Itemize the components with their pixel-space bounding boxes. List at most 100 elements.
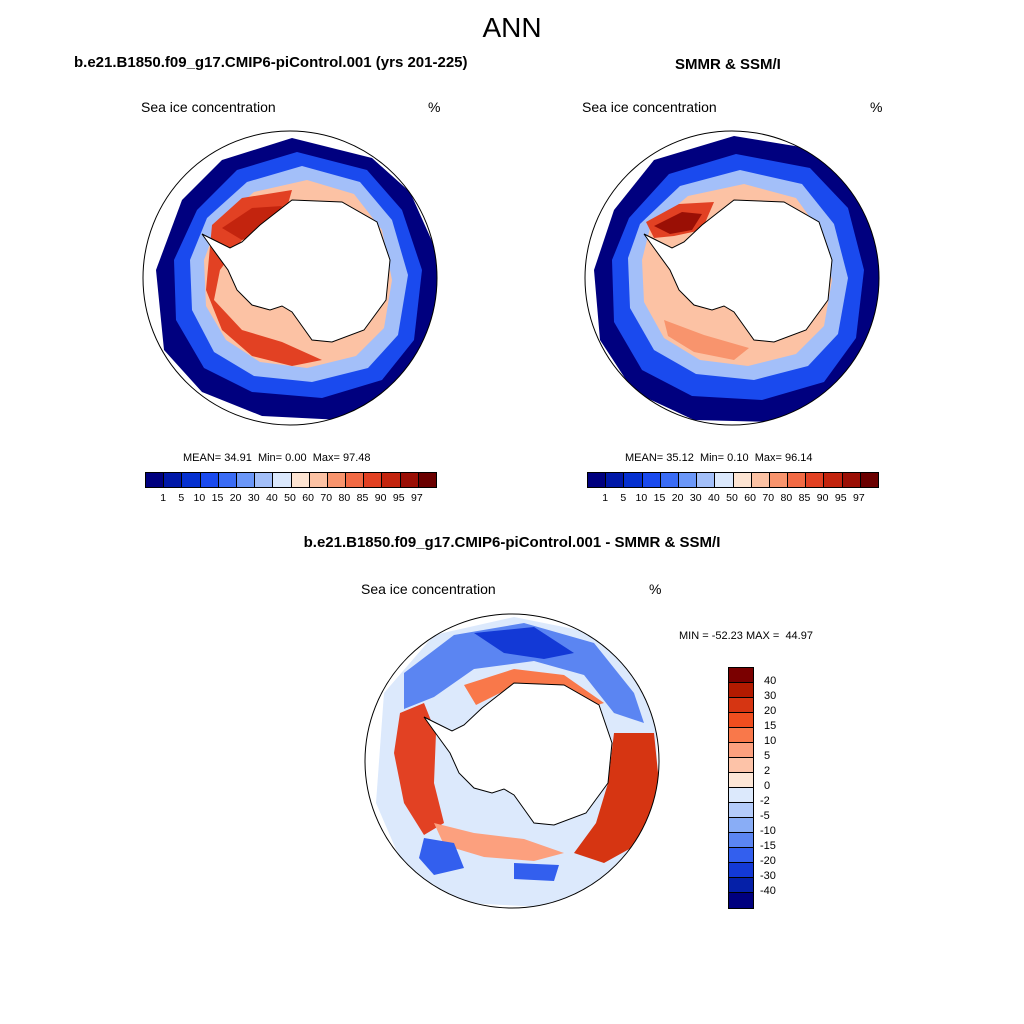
model-colorbar-label: 40 <box>266 492 278 504</box>
model-polar-map <box>142 130 438 426</box>
model-colorbar-label: 60 <box>302 492 314 504</box>
obs-colorbar-box <box>769 473 789 487</box>
obs-colorbar-box <box>642 473 661 487</box>
model-colorbar-box <box>164 473 183 487</box>
obs-colorbar-label: 50 <box>726 492 738 504</box>
diff-subtitle: Sea ice concentration <box>361 581 496 597</box>
model-colorbar-box <box>291 473 310 487</box>
diff-colorbar-box <box>729 668 753 683</box>
model-colorbar-label: 5 <box>178 492 185 504</box>
diff-colorbar-label: -20 <box>760 855 776 867</box>
obs-colorbar-label: 95 <box>834 492 847 504</box>
diff-colorbar-box <box>729 758 753 773</box>
model-colorbar-box <box>382 473 401 487</box>
obs-colorbar-box <box>860 473 878 487</box>
obs-colorbar-label: 90 <box>816 492 829 504</box>
obs-ice-band-5 <box>654 212 702 234</box>
obs-colorbar-box <box>715 473 734 487</box>
obs-colorbar-label: 20 <box>671 492 684 504</box>
diff-colorbar-label: 10 <box>764 735 777 747</box>
diff-colorbar-box <box>729 848 753 863</box>
obs-subtitle: Sea ice concentration <box>582 99 717 115</box>
obs-antarctica <box>643 199 833 343</box>
model-colorbar-label: 80 <box>338 492 351 504</box>
model-colorbar-labels: 1 5 10 15 20 30 40 50 60 70 80 85 90 95 97 <box>145 492 435 506</box>
obs-colorbar-box <box>678 473 698 487</box>
model-colorbar-label: 95 <box>392 492 405 504</box>
model-colorbar-box <box>364 473 383 487</box>
diff-positive-east <box>574 733 659 863</box>
obs-panel-title: SMMR & SSM/I <box>675 56 781 73</box>
diff-map-border <box>364 613 660 909</box>
diff-colorbar-box <box>729 788 753 803</box>
diff-positive-west <box>394 703 444 835</box>
model-colorbar-box <box>273 473 292 487</box>
model-subtitle: Sea ice concentration <box>141 99 276 115</box>
obs-colorbar-label: 30 <box>689 492 702 504</box>
figure-title: ANN <box>482 12 542 43</box>
obs-colorbar-box <box>751 473 770 487</box>
diff-antarctica <box>423 682 613 826</box>
obs-colorbar-label: 5 <box>620 492 627 504</box>
diff-colorbar-box <box>729 803 753 818</box>
diff-negative-southwest <box>419 838 464 875</box>
obs-colorbar-label: 80 <box>780 492 793 504</box>
obs-colorbar-label: 10 <box>635 492 648 504</box>
obs-colorbar-box <box>606 473 625 487</box>
diff-colorbar-label: 2 <box>764 765 771 777</box>
diff-colorbar-label: -10 <box>760 825 776 837</box>
model-colorbar-label: 50 <box>284 492 296 504</box>
model-stats: MEAN= 34.91 Min= 0.00 Max= 97.48 <box>183 452 371 464</box>
obs-colorbar-label: 15 <box>653 492 666 504</box>
diff-colorbar-box <box>729 863 753 878</box>
diff-positive-south <box>434 823 564 861</box>
obs-colorbar-labels: 1 5 10 15 20 30 40 50 60 70 80 85 90 95 97 <box>587 492 877 506</box>
diff-colorbar-box <box>729 743 753 758</box>
model-map-border <box>142 130 438 426</box>
obs-colorbar-label: 85 <box>798 492 811 504</box>
obs-colorbar-box <box>842 473 861 487</box>
diff-colorbar-box <box>729 893 753 908</box>
diff-colorbar-box <box>729 878 753 893</box>
obs-colorbar-box <box>697 473 716 487</box>
diff-stats: MIN = -52.23 MAX = 44.97 <box>679 630 813 642</box>
model-colorbar-box <box>218 473 237 487</box>
model-ice-band-5 <box>222 206 282 240</box>
obs-ice-band-6 <box>664 320 749 360</box>
diff-colorbar <box>728 667 754 909</box>
model-colorbar-box <box>255 473 274 487</box>
model-colorbar-box <box>200 473 219 487</box>
obs-colorbar-label: 60 <box>744 492 756 504</box>
model-colorbar-label: 90 <box>374 492 387 504</box>
obs-colorbar-label: 70 <box>762 492 775 504</box>
diff-colorbar-label: -2 <box>760 795 770 807</box>
model-colorbar-box <box>236 473 256 487</box>
model-colorbar-box <box>182 473 201 487</box>
model-colorbar-label: 85 <box>356 492 369 504</box>
diff-polar-map <box>364 613 660 909</box>
obs-polar-map <box>584 130 880 426</box>
obs-colorbar-box <box>824 473 843 487</box>
diff-colorbar-box <box>729 683 753 698</box>
diff-colorbar-label: -15 <box>760 840 776 852</box>
obs-colorbar-box <box>588 473 607 487</box>
model-colorbar <box>145 472 437 488</box>
model-colorbar-label: 97 <box>411 492 423 504</box>
diff-colorbar-label: -30 <box>760 870 776 882</box>
model-colorbar-box <box>327 473 347 487</box>
obs-units: % <box>870 99 883 115</box>
obs-colorbar-label: 97 <box>853 492 865 504</box>
diff-units: % <box>649 581 662 597</box>
diff-colorbar-box <box>729 728 753 743</box>
diff-colorbar-label: 20 <box>764 705 777 717</box>
diff-colorbar-labels: 40 30 20 15 10 5 2 0 -2 -5 -10 -15 -20 -30 -40 <box>760 667 800 907</box>
obs-colorbar-box <box>624 473 643 487</box>
model-colorbar-box <box>418 473 436 487</box>
model-colorbar-box <box>346 473 365 487</box>
diff-colorbar-label: -40 <box>760 885 776 897</box>
obs-colorbar-box <box>806 473 825 487</box>
diff-negative-south <box>514 863 559 881</box>
diff-colorbar-label: 15 <box>764 720 777 732</box>
diff-colorbar-label: 5 <box>764 750 771 762</box>
obs-colorbar-label: 40 <box>708 492 720 504</box>
